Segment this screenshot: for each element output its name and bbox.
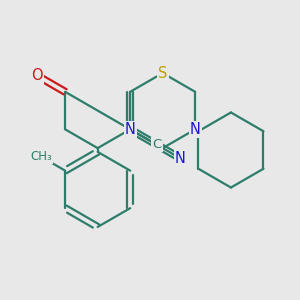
Text: N: N [175,151,186,166]
Text: N: N [125,122,136,137]
Text: C: C [152,138,161,151]
Text: N: N [190,122,201,137]
Text: S: S [158,66,167,81]
Text: CH₃: CH₃ [30,150,52,163]
Text: O: O [31,68,42,83]
